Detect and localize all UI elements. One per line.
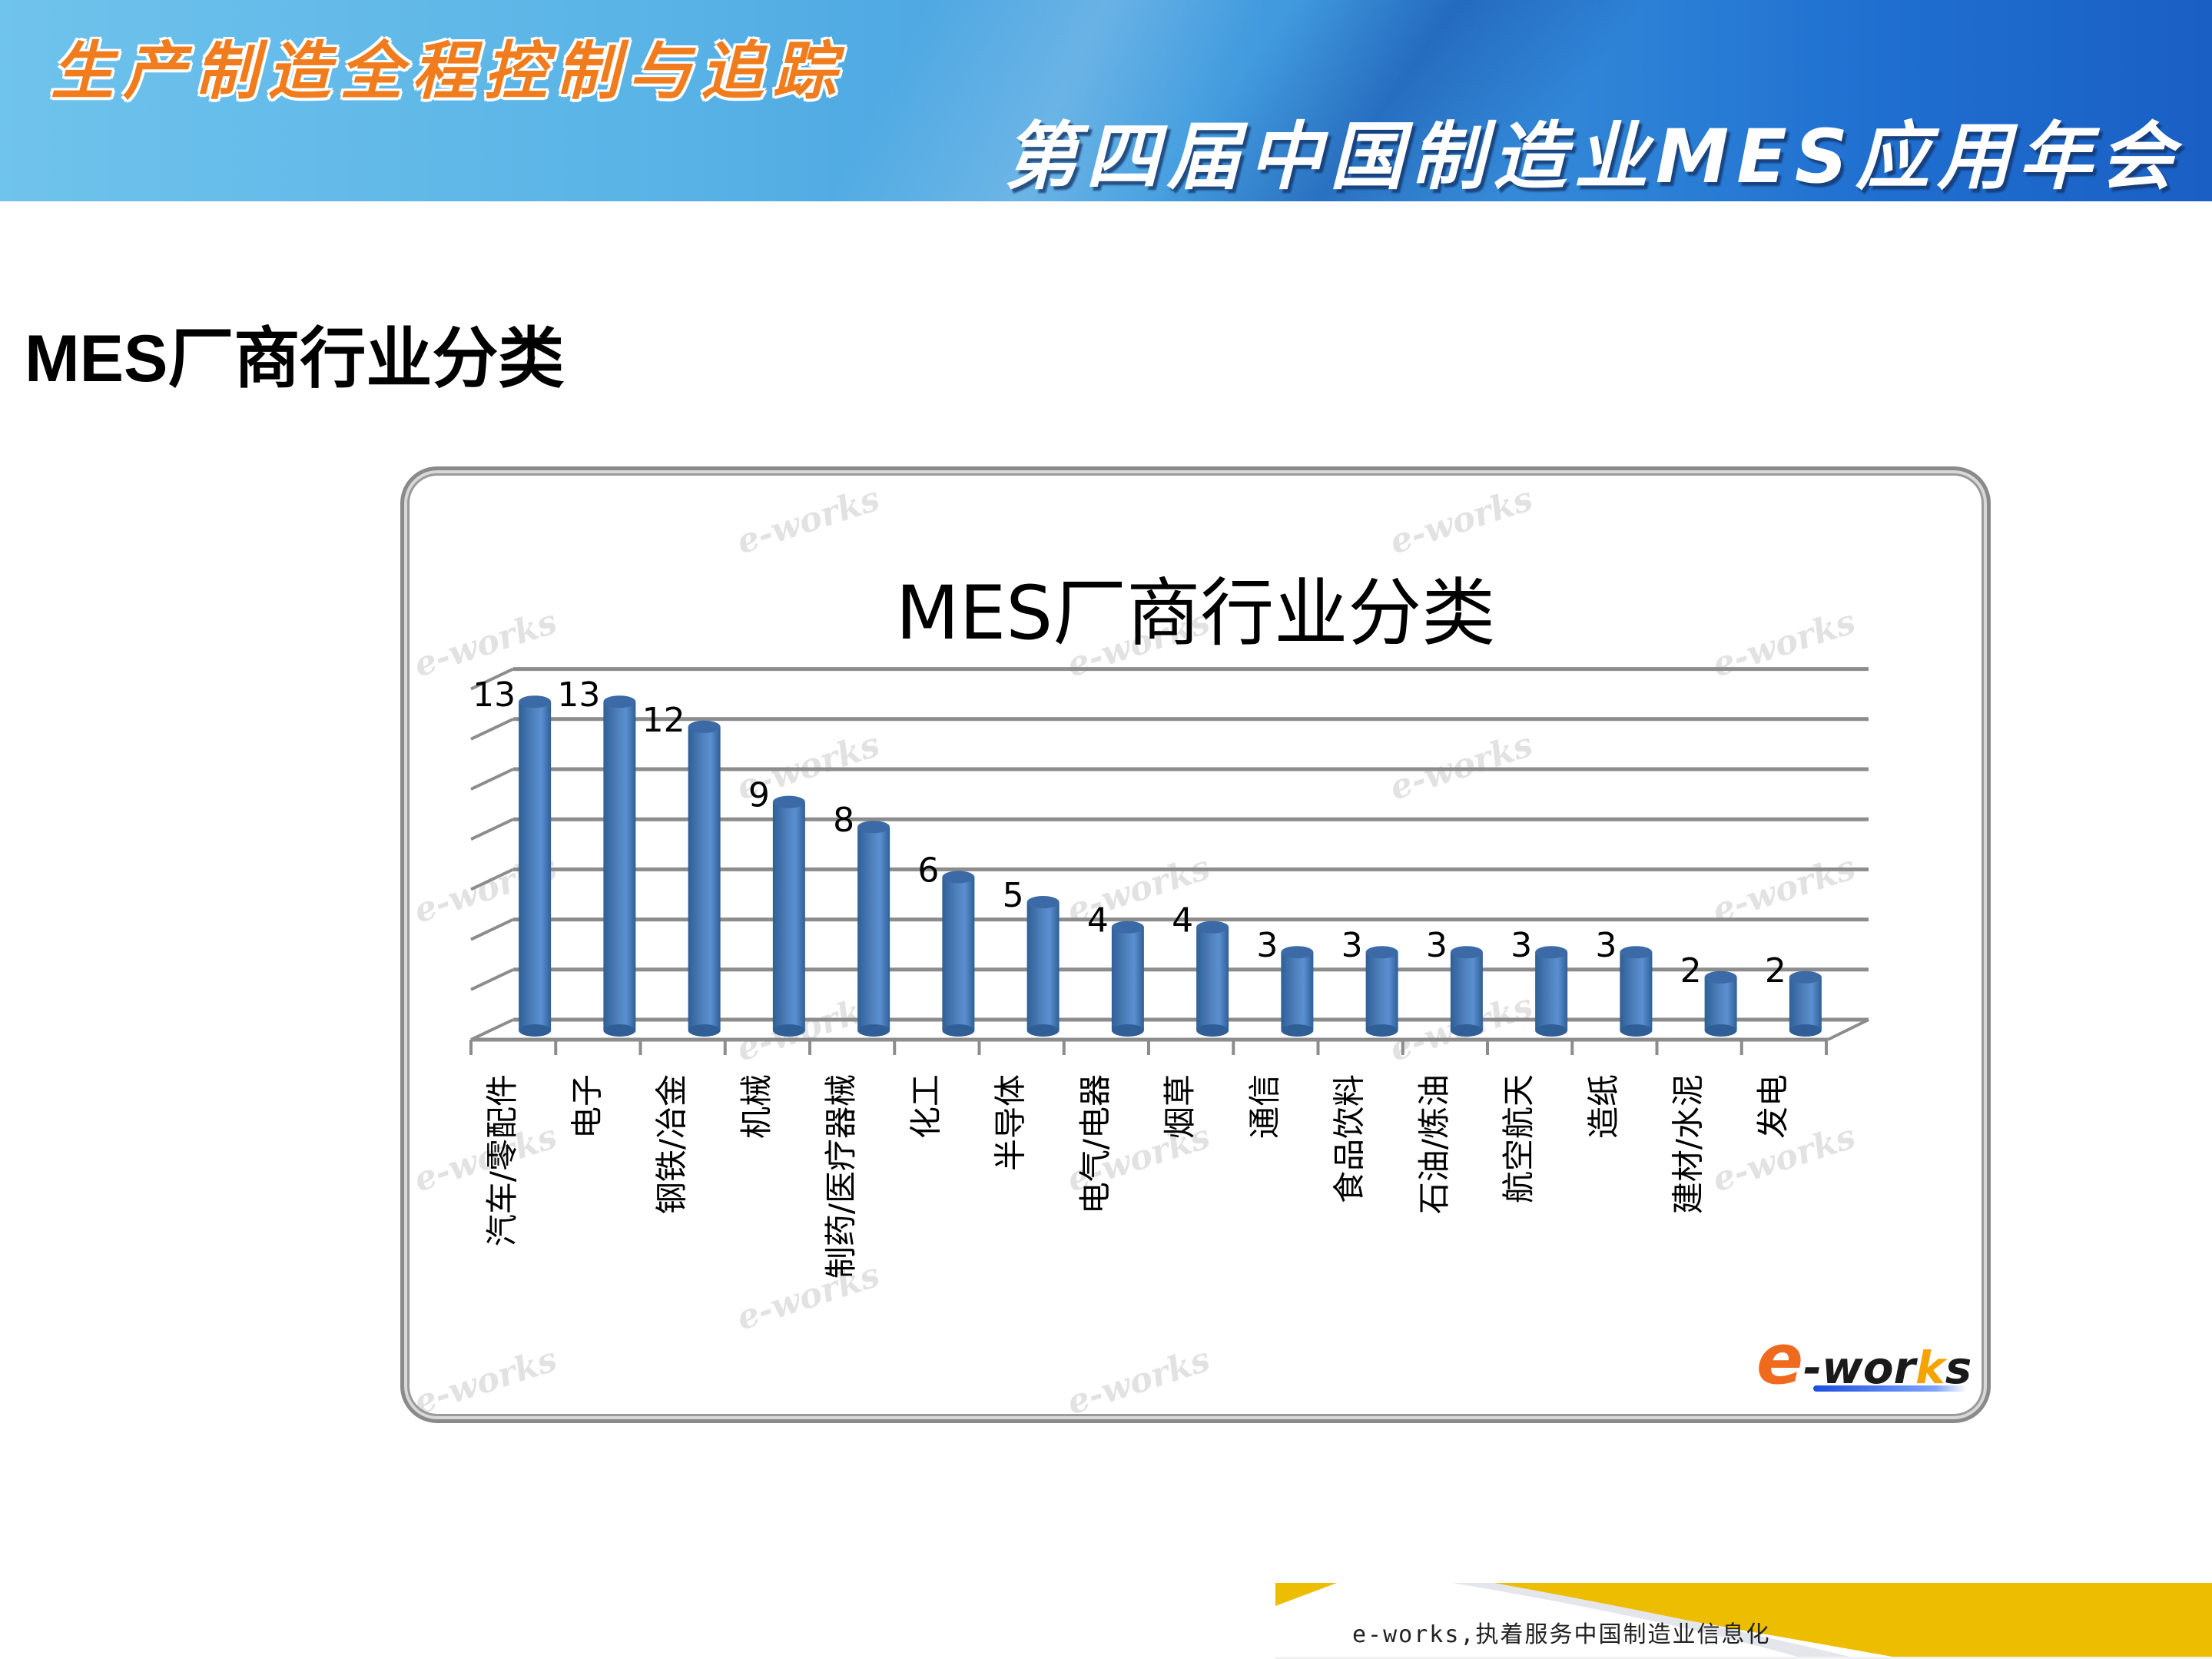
bar-7: 4 电气/电器: [1076, 901, 1144, 1214]
bar-6: 5 半导体: [992, 876, 1060, 1171]
bar-3: 9 机械: [738, 776, 805, 1139]
data-label: 2: [1765, 951, 1786, 990]
bar-1: 13 电子: [557, 675, 636, 1139]
category-label: 化工: [907, 1074, 944, 1139]
bar-4: 8 制药/医疗器械: [822, 801, 890, 1279]
category-label: 钢铁/冶金: [653, 1074, 691, 1214]
data-label: 12: [642, 701, 685, 740]
category-label: 电气/电器: [1076, 1074, 1114, 1214]
category-label: 半导体: [992, 1074, 1030, 1171]
page-title: MES厂商行业分类: [25, 322, 565, 396]
bar-0: 13 汽车/零配件: [473, 675, 552, 1246]
e-works-logo: e-works: [1756, 1319, 1972, 1400]
category-label: 航空航天: [1500, 1074, 1537, 1203]
bar-10: 3 食品饮料: [1331, 926, 1398, 1203]
data-label: 3: [1256, 926, 1278, 965]
data-label: 3: [1426, 926, 1448, 965]
bar-2: 12 钢铁/冶金: [642, 701, 721, 1214]
category-label: 通信: [1245, 1074, 1283, 1139]
category-label: 烟草: [1161, 1074, 1199, 1139]
data-label: 3: [1511, 926, 1532, 965]
data-label: 6: [917, 851, 939, 890]
bar-5: 6 化工: [907, 851, 975, 1139]
bar-11: 3 石油/炼油: [1415, 926, 1483, 1214]
category-label: 建材/水泥: [1670, 1074, 1707, 1214]
data-label: 3: [1341, 926, 1363, 965]
bar-9: 3 通信: [1245, 926, 1314, 1139]
chart-container: e-works e-works e-works e-works e-works …: [400, 466, 1991, 1423]
logo-underline: [1813, 1385, 1967, 1392]
data-label: 9: [748, 776, 770, 815]
footer-band: e-works,执着服务中国制造业信息化: [1275, 1583, 2212, 1659]
bar-14: 2 建材/水泥: [1670, 951, 1737, 1214]
category-label: 石油/炼油: [1415, 1074, 1453, 1214]
chart-title: MES厂商行业分类: [895, 570, 1496, 656]
data-label: 5: [1003, 876, 1024, 915]
data-label: 4: [1087, 901, 1109, 941]
banner-conference-title: 第四届中国制造业MES应用年会: [1003, 114, 2181, 200]
category-label: 电子: [568, 1074, 605, 1139]
bar-chart-plot: 13 汽车/零配件 13 电子 12 钢铁/冶金 9 机械 8 制药/医疗器械 6 化工 5 半导体 4 电气…: [469, 667, 1869, 1279]
header-banner: 生产制造全程控制与追踪 第四届中国制造业MES应用年会: [0, 0, 2212, 201]
bar-8: 4 烟草: [1161, 901, 1229, 1139]
category-label: 食品饮料: [1331, 1074, 1368, 1203]
bar-15: 2 发电: [1754, 951, 1822, 1139]
data-label: 13: [473, 675, 516, 715]
bar-13: 3 造纸: [1584, 926, 1653, 1139]
category-label: 制药/医疗器械: [822, 1074, 860, 1279]
banner-subtitle: 生产制造全程控制与追踪: [51, 35, 845, 108]
data-label: 3: [1595, 926, 1617, 965]
category-label: 汽车/零配件: [483, 1074, 521, 1246]
data-label: 4: [1172, 901, 1193, 941]
data-label: 2: [1680, 951, 1702, 990]
data-label: 8: [833, 801, 854, 840]
footer-slogan: e-works,执着服务中国制造业信息化: [1352, 1621, 1771, 1648]
category-label: 发电: [1754, 1074, 1792, 1139]
footer-decoration: [1275, 1583, 2212, 1659]
category-label: 造纸: [1584, 1074, 1622, 1139]
bar-12: 3 航空航天: [1500, 926, 1568, 1203]
data-label: 13: [557, 675, 600, 715]
category-label: 机械: [738, 1074, 775, 1139]
